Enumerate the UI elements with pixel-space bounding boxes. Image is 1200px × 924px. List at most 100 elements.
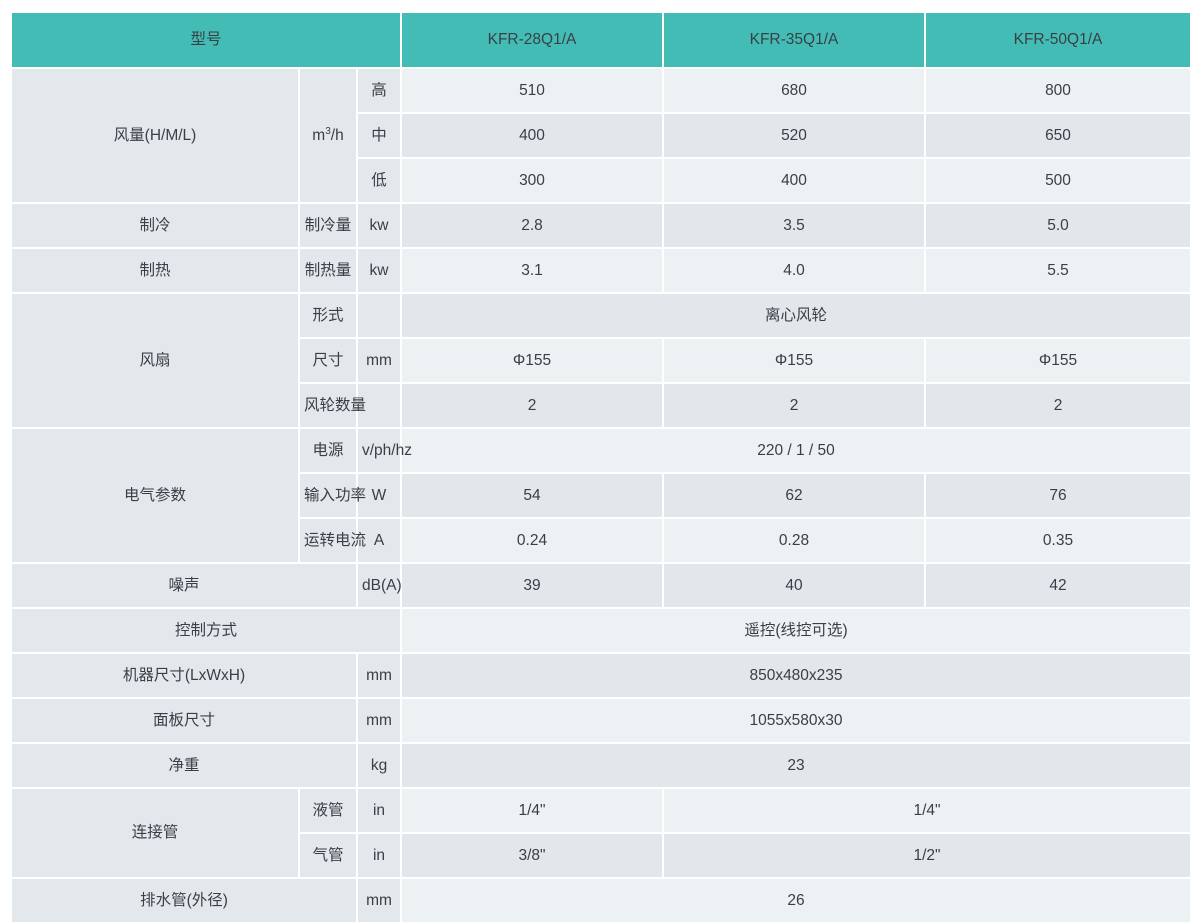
row-label-panel-dimensions: 面板尺寸: [12, 699, 356, 742]
cell-liquid-pipe-m1: 1/4": [402, 789, 662, 832]
row-label-pipe-group: 连接管: [12, 789, 298, 877]
cell-noise-m3: 42: [926, 564, 1190, 607]
cell-current-m1: 0.24: [402, 519, 662, 562]
row-unit-net-weight: kg: [358, 744, 400, 787]
cell-control-method-all-models: 遥控(线控可选): [402, 609, 1190, 652]
row-label-noise: 噪声: [12, 564, 356, 607]
row-sublabel-heating-capacity: 制热量: [300, 249, 356, 292]
table-row-fan-type: 风扇 形式 离心风轮: [12, 294, 1190, 427]
row-sublabel-airflow-high: 高: [358, 69, 400, 112]
row-label-airflow-group: 风量(H/M/L): [12, 69, 298, 202]
table-row-gas-pipe: 气管 in 3/8" 1/2": [12, 834, 1190, 877]
cell-airflow-high-m3: 800: [926, 69, 1190, 112]
row-sublabel-airflow-mid: 中: [358, 114, 400, 157]
row-sublabel-running-current: 运转电流: [300, 519, 366, 562]
row-label-cooling-group: 制冷: [12, 204, 298, 247]
cell-machine-dimensions-all-models: 850x480x235: [402, 654, 1190, 697]
cell-input-power-m1: 54: [402, 474, 662, 517]
table-row-net-weight: 净重 kg 23: [12, 744, 1190, 787]
cell-fan-size-m2: Φ155: [664, 339, 924, 382]
row-unit-panel-dimensions: mm: [358, 699, 400, 742]
cell-airflow-low-m3: 500: [926, 159, 1190, 202]
row-unit-machine-dimensions: mm: [358, 654, 400, 697]
cell-airflow-low-m2: 400: [664, 159, 924, 202]
cell-cooling-m2: 3.5: [664, 204, 924, 247]
row-unit-running-current: A: [358, 519, 400, 562]
row-label-machine-dimensions: 机器尺寸(LxWxH): [12, 654, 356, 697]
header-model-1: KFR-28Q1/A: [402, 13, 662, 67]
table-row-input-power: 输入功率 W 54 62 76: [12, 474, 1190, 517]
cell-power-source-all-models: 220 / 1 / 50: [402, 429, 1190, 472]
row-label-fan-group: 风扇: [12, 294, 298, 427]
cell-fan-size-m3: Φ155: [926, 339, 1190, 382]
cell-liquid-pipe-m2-m3: 1/4": [664, 789, 1190, 832]
table-row-airflow-mid: 中 400 520 650: [12, 114, 1190, 157]
row-sublabel-fan-count: 风轮数量: [300, 384, 366, 427]
cell-airflow-mid-m2: 520: [664, 114, 924, 157]
row-sublabel-gas-pipe: 气管: [300, 834, 356, 877]
cell-input-power-m2: 62: [664, 474, 924, 517]
header-model-label-text: 型号: [190, 31, 222, 49]
table-row-fan-count: 风轮数量 2 2 2: [12, 384, 1190, 427]
row-unit-airflow: m3/h: [300, 69, 356, 202]
table-row-noise: 噪声 dB(A) 39 40 42: [12, 564, 1190, 607]
cell-noise-m1: 39: [402, 564, 662, 607]
table-row-panel-dimensions: 面板尺寸 mm 1055x580x30: [12, 699, 1190, 742]
cell-airflow-high-m1: 510: [402, 69, 662, 112]
row-label-electrical-group: 电气参数: [12, 429, 298, 562]
cell-cooling-m3: 5.0: [926, 204, 1190, 247]
cell-drain-pipe-all-models: 26: [402, 879, 1190, 922]
cell-current-m2: 0.28: [664, 519, 924, 562]
table-row-running-current: 运转电流 A 0.24 0.28 0.35: [12, 519, 1190, 562]
table-row-liquid-pipe: 连接管 液管 in 1/4" 1/4": [12, 789, 1190, 877]
cell-panel-dimensions-all-models: 1055x580x30: [402, 699, 1190, 742]
airflow-unit-per-hour: /h: [330, 126, 344, 144]
row-label-heating-group: 制热: [12, 249, 298, 292]
table-row-machine-dimensions: 机器尺寸(LxWxH) mm 850x480x235: [12, 654, 1190, 697]
cell-heating-m3: 5.5: [926, 249, 1190, 292]
cell-airflow-high-m2: 680: [664, 69, 924, 112]
cell-gas-pipe-m2-m3: 1/2": [664, 834, 1190, 877]
row-label-drain-pipe: 排水管(外径): [12, 879, 356, 922]
cell-noise-m2: 40: [664, 564, 924, 607]
row-unit-liquid-pipe: in: [358, 789, 400, 832]
table-row-fan-size: 尺寸 mm Φ155 Φ155 Φ155: [12, 339, 1190, 382]
table-row-drain-pipe: 排水管(外径) mm 26: [12, 879, 1190, 922]
airflow-unit-exponent: 3: [325, 125, 331, 137]
table-row-cooling: 制冷 制冷量 kw 2.8 3.5 5.0: [12, 204, 1190, 247]
cell-heating-m2: 4.0: [664, 249, 924, 292]
table-row-power-source: 电气参数 电源 v/ph/hz 220 / 1 / 50: [12, 429, 1190, 562]
cell-fan-count-m1: 2: [402, 384, 662, 427]
header-model-3: KFR-50Q1/A: [926, 13, 1190, 67]
cell-fan-size-m1: Φ155: [402, 339, 662, 382]
cell-airflow-mid-m1: 400: [402, 114, 662, 157]
cell-fan-count-m3: 2: [926, 384, 1190, 427]
row-unit-heating: kw: [358, 249, 400, 292]
cell-fan-type-all-models: 离心风轮: [402, 294, 1190, 337]
row-sublabel-liquid-pipe: 液管: [300, 789, 356, 832]
table-row-heating: 制热 制热量 kw 3.1 4.0 5.5: [12, 249, 1190, 292]
cell-net-weight-all-models: 23: [402, 744, 1190, 787]
row-unit-input-power: W: [358, 474, 400, 517]
cell-airflow-mid-m3: 650: [926, 114, 1190, 157]
cell-current-m3: 0.35: [926, 519, 1190, 562]
row-sublabel-fan-size: 尺寸: [300, 339, 356, 382]
row-unit-gas-pipe: in: [358, 834, 400, 877]
row-label-control-method: 控制方式: [12, 609, 400, 652]
table-row-airflow-low: 低 300 400 500: [12, 159, 1190, 202]
row-unit-drain-pipe: mm: [358, 879, 400, 922]
row-sublabel-power-source: 电源: [300, 429, 356, 472]
cell-cooling-m1: 2.8: [402, 204, 662, 247]
row-unit-fan-type: [358, 294, 400, 337]
cell-airflow-low-m1: 300: [402, 159, 662, 202]
row-sublabel-input-power: 输入功率: [300, 474, 366, 517]
row-unit-noise: dB(A): [358, 564, 402, 607]
specification-table: 型号 KFR-28Q1/A KFR-35Q1/A KFR-50Q1/A 风量(H…: [10, 11, 1192, 924]
row-unit-cooling: kw: [358, 204, 400, 247]
header-model-label: 型号: [12, 13, 400, 67]
cell-input-power-m3: 76: [926, 474, 1190, 517]
row-unit-fan-count: [358, 384, 400, 427]
table-row-airflow-high: 风量(H/M/L) m3/h 高 510 680 800: [12, 69, 1190, 202]
row-label-net-weight: 净重: [12, 744, 356, 787]
table-row-control-method: 控制方式 遥控(线控可选): [12, 609, 1190, 652]
